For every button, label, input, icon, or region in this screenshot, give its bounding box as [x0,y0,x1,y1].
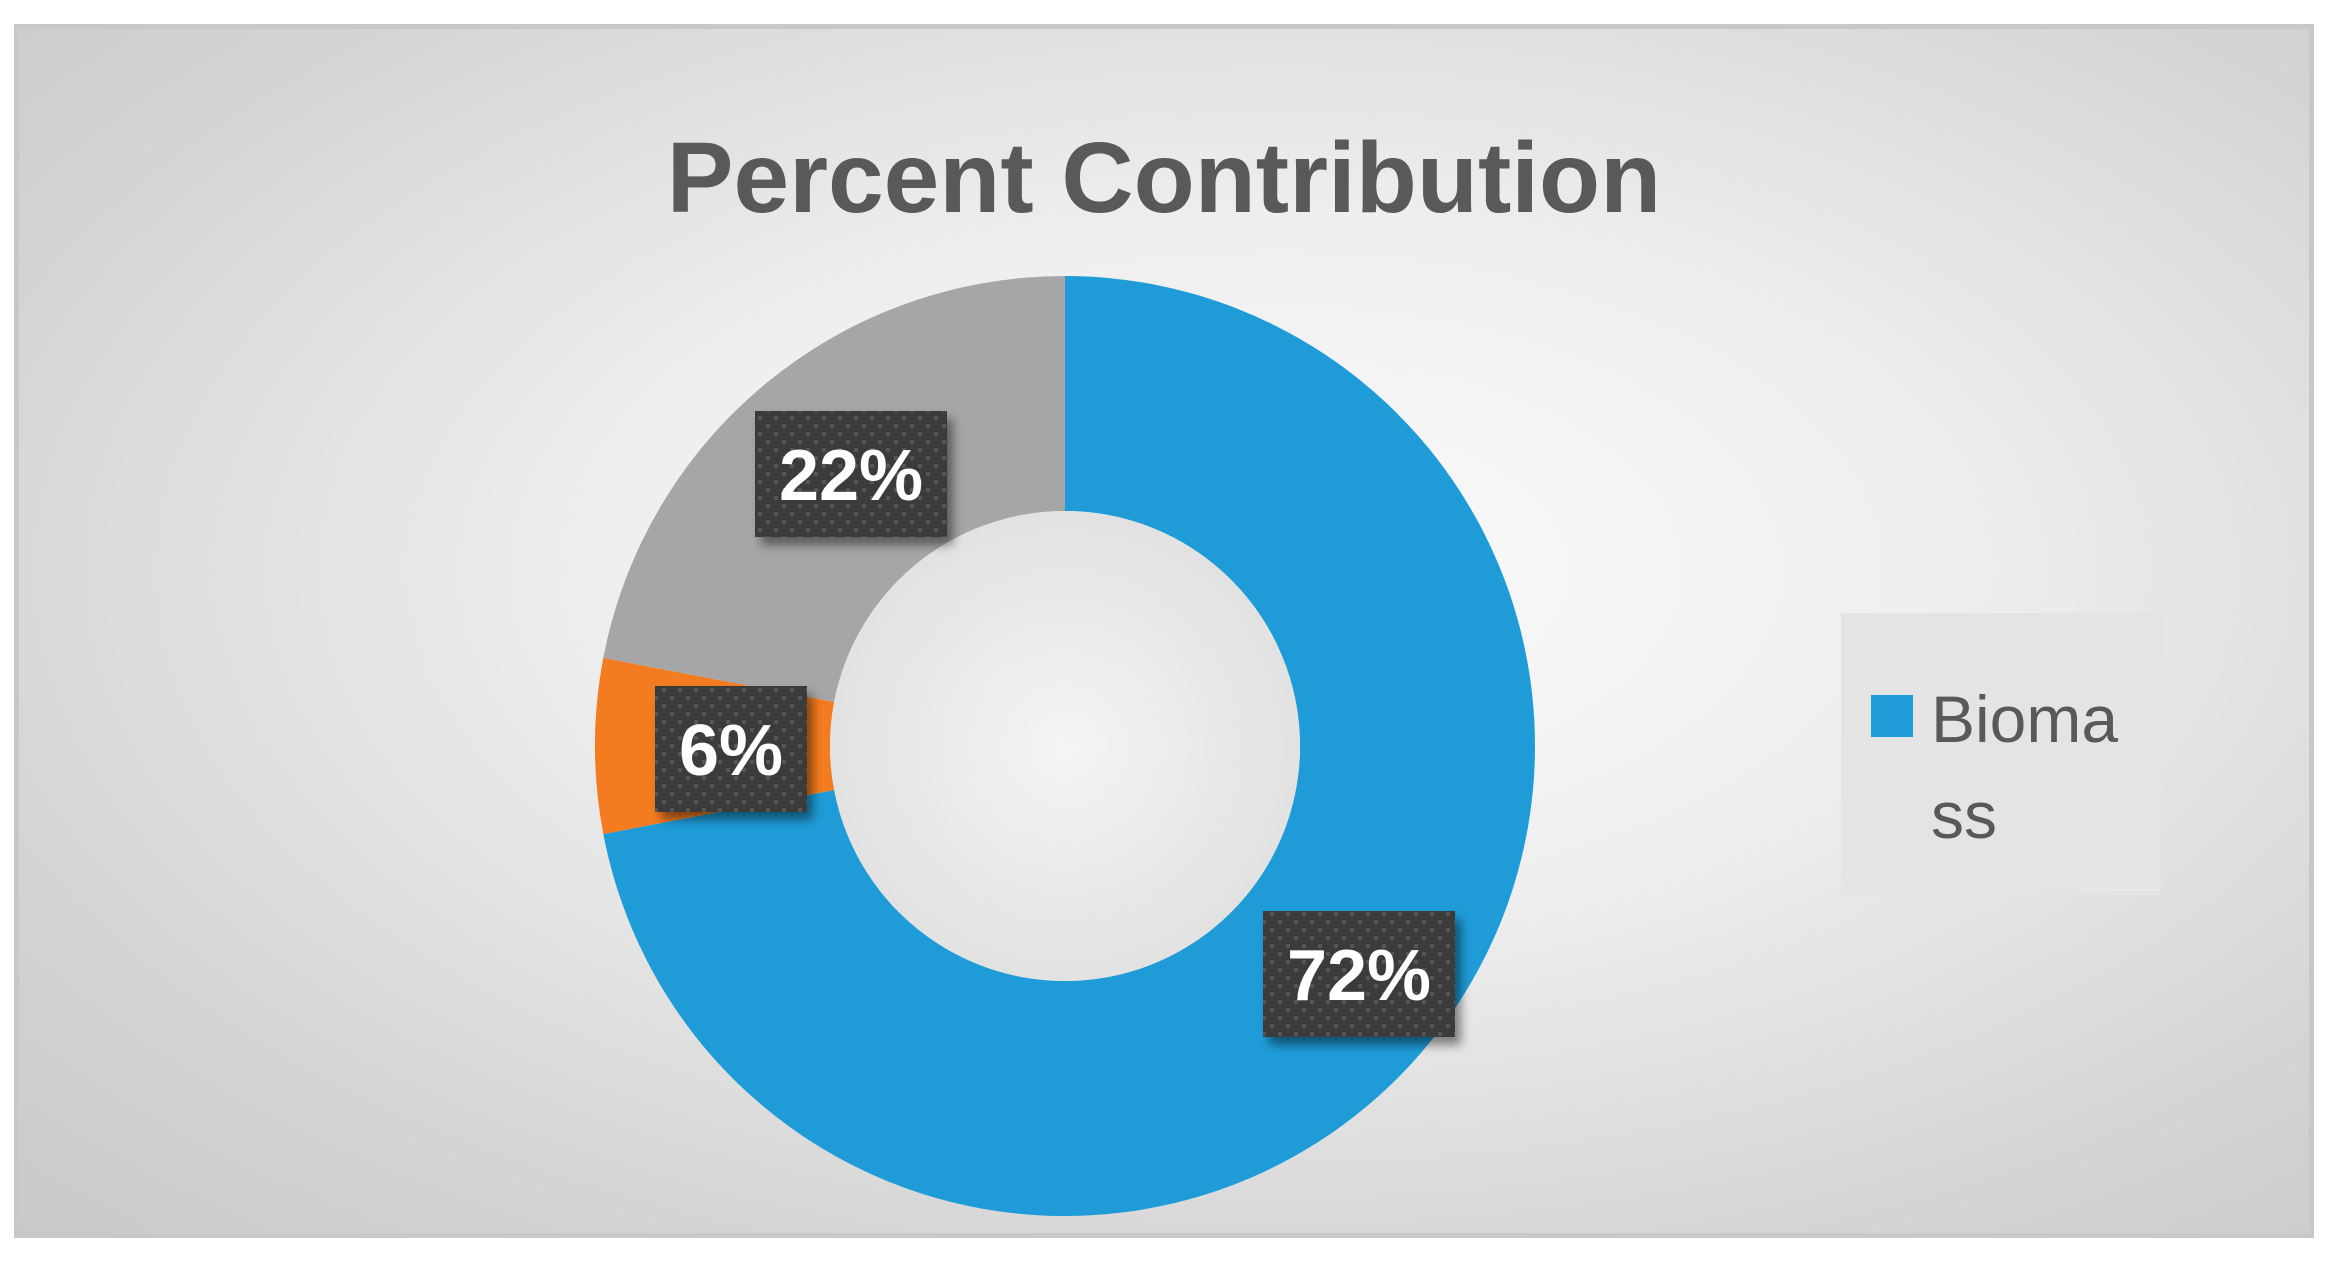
data-label-text: 6% [679,711,783,791]
data-label-3: 22% [755,411,947,537]
chart-title: Percent Contribution [666,122,1662,234]
data-label-box [1263,911,1455,1037]
data-label-2: 6% [655,686,807,812]
data-label-box [755,411,947,537]
legend-label-biomass: Biomass [1931,682,2119,852]
data-label-box [655,686,807,812]
legend: Biomass [1841,613,2161,895]
data-label-text: 72% [1287,936,1431,1016]
donut-hole [830,511,1300,981]
data-label-text: 22% [779,436,923,516]
legend-swatch-biomass [1871,695,1913,737]
chart-area: Percent Contribution 72% 6% 22% Biomass [14,24,2314,1238]
data-label-1: 72% [1263,911,1455,1037]
donut-chart: 72% 6% 22% [595,276,1535,1216]
